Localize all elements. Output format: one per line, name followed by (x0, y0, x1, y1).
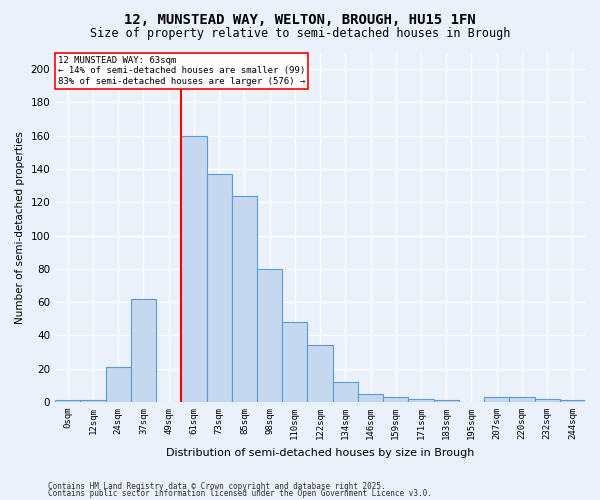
Bar (232, 196, 257, 402)
Bar (358, 394, 383, 402)
Bar (332, 382, 358, 402)
Bar (257, 269, 282, 402)
Text: 12 MUNSTEAD WAY: 63sqm
← 14% of semi-detached houses are smaller (99)
83% of sem: 12 MUNSTEAD WAY: 63sqm ← 14% of semi-det… (58, 56, 305, 86)
Bar (181, 136, 206, 402)
Bar (383, 397, 409, 402)
Text: 12, MUNSTEAD WAY, WELTON, BROUGH, HU15 1FN: 12, MUNSTEAD WAY, WELTON, BROUGH, HU15 1… (124, 12, 476, 26)
Bar (560, 400, 585, 402)
Bar (131, 299, 156, 402)
Text: Size of property relative to semi-detached houses in Brough: Size of property relative to semi-detach… (90, 28, 510, 40)
Text: Contains public sector information licensed under the Open Government Licence v3: Contains public sector information licen… (48, 489, 432, 498)
Bar (106, 367, 131, 402)
Bar (509, 397, 535, 402)
Bar (80, 400, 106, 402)
X-axis label: Distribution of semi-detached houses by size in Brough: Distribution of semi-detached houses by … (166, 448, 474, 458)
Bar (206, 174, 232, 402)
Text: Contains HM Land Registry data © Crown copyright and database right 2025.: Contains HM Land Registry data © Crown c… (48, 482, 386, 491)
Bar (307, 346, 332, 402)
Bar (55, 400, 80, 402)
Bar (282, 322, 307, 402)
Bar (434, 400, 459, 402)
Y-axis label: Number of semi-detached properties: Number of semi-detached properties (15, 131, 25, 324)
Bar (409, 398, 434, 402)
Bar (484, 397, 509, 402)
Bar (535, 398, 560, 402)
